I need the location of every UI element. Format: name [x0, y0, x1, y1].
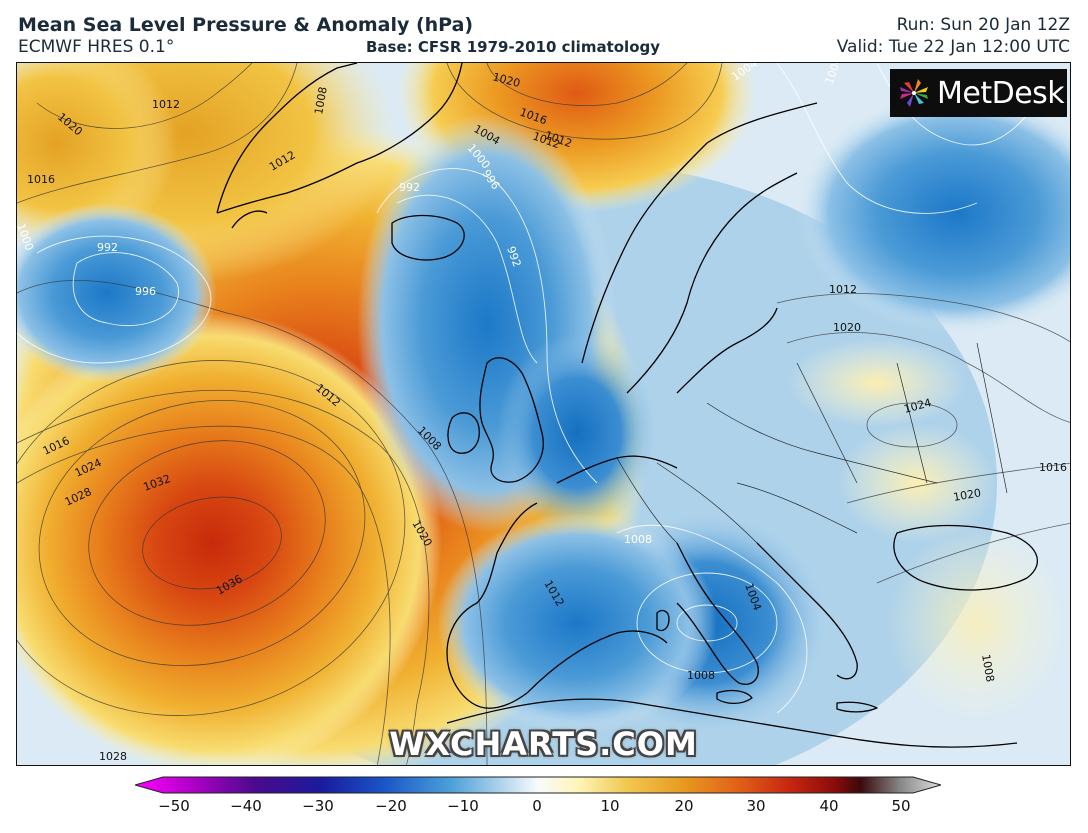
isobar-label: 1012	[829, 283, 857, 296]
isobar-label: 996	[135, 285, 156, 298]
metdesk-logo: MetDesk	[890, 69, 1067, 117]
isobar-label: 1008	[312, 86, 330, 116]
isobar-label: 1020	[952, 486, 982, 504]
metdesk-pinwheel-icon	[895, 74, 933, 112]
anomaly-colorbar	[135, 776, 941, 794]
metdesk-logo-text: MetDesk	[937, 75, 1065, 111]
colorbar-ticks: −50 −40 −30 −20 −10 0 10 20 30 40 50	[0, 797, 1088, 821]
colorbar-tick-label: 0	[532, 797, 542, 815]
colorbar-tick-label: 30	[746, 797, 766, 815]
isobar-label: 992	[97, 241, 118, 254]
colorbar-tick-label: −10	[447, 797, 479, 815]
isobar-label: 1016	[27, 173, 55, 186]
isobar-label: 1012	[152, 98, 180, 111]
colorbar-tick-label: −40	[230, 797, 262, 815]
isobar-label: 1016	[1039, 461, 1067, 474]
pressure-anomaly-map: 1012 1020 1016 1012 1008 1012 1020 1004 …	[16, 62, 1071, 766]
run-time-label: Run: Sun 20 Jan 12Z	[896, 15, 1070, 35]
colorbar-tick-label: −50	[158, 797, 190, 815]
isobar-label: 1020	[833, 321, 861, 334]
climatology-base-label: Base: CFSR 1979-2010 climatology	[366, 38, 661, 56]
isobar-label: 1008	[624, 533, 652, 546]
valid-time-label: Valid: Tue 22 Jan 12:00 UTC	[836, 37, 1070, 57]
model-label: ECMWF HRES 0.1°	[18, 37, 175, 57]
colorbar-tick-label: 40	[819, 797, 839, 815]
colorbar-tick-label: −30	[302, 797, 334, 815]
colorbar-tick-label: 20	[674, 797, 694, 815]
isobar-label: 1008	[979, 653, 997, 683]
colorbar-tick-label: −20	[375, 797, 407, 815]
isobar-label: 1028	[99, 750, 127, 763]
colorbar-tick-label: 10	[600, 797, 620, 815]
colorbar-tick-label: 50	[891, 797, 911, 815]
isobar-label: 992	[399, 181, 420, 194]
isobar-label: 1008	[687, 669, 715, 682]
map-canvas: 1012 1020 1016 1012 1008 1012 1020 1004 …	[17, 63, 1070, 765]
chart-title: Mean Sea Level Pressure & Anomaly (hPa)	[18, 14, 474, 36]
wxcharts-watermark: WXCHARTS.COM	[389, 725, 698, 763]
